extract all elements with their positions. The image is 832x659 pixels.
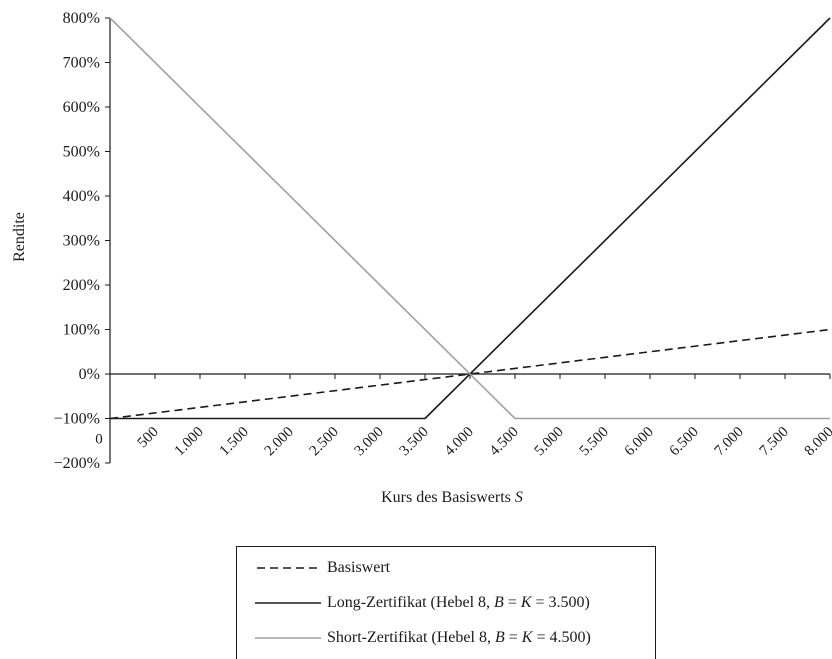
y-tick-label: −100% (54, 411, 100, 428)
series-layer (109, 17, 831, 420)
y-tick-label: 600% (63, 99, 100, 116)
series-line-short-zertifikat (109, 17, 830, 420)
x-axis-title-var: S (515, 489, 523, 506)
legend: Basiswert Long-Zertifikat (Hebel 8, B = … (236, 546, 656, 659)
chart: 800% 700% 600% 500% 400% 300% 200% 100% 0% −100% −… (11, 10, 832, 506)
legend-swatch-basiswert (257, 567, 319, 569)
y-tick-label: 800% (63, 10, 100, 27)
y-tick-label: 300% (63, 233, 100, 250)
legend-swatch-long (255, 602, 321, 604)
x-tick-label: 4.500 (487, 424, 522, 459)
y-axis-title: Rendite (11, 212, 28, 262)
legend-label-basiswert: Basiswert (327, 559, 391, 576)
legend-item-short: Short-Zertifikat (Hebel 8, B = K = 4.500… (255, 627, 591, 649)
legend-swatch-short (255, 637, 321, 639)
x-tick-label: 7.500 (757, 424, 792, 459)
y-tick-label: 700% (63, 55, 100, 72)
y-tick-label: 0% (79, 366, 100, 383)
x-tick-label: 8.000 (802, 424, 832, 459)
x-axis: 0 500 1.000 1.500 2.000 2.500 3.000 3.500 4.000 4… (95, 373, 832, 459)
x-tick-label: 2.500 (307, 424, 342, 459)
legend-label-long: Long-Zertifikat (Hebel 8, B = K = 3.500) (327, 594, 590, 611)
x-axis-title: Kurs des Basiswerts S (381, 489, 523, 506)
y-tick-label: −200% (54, 455, 100, 472)
series-line-long-zertifikat (110, 17, 831, 420)
y-tick-label: 100% (63, 322, 100, 339)
x-tick-label: 5.500 (577, 424, 612, 459)
x-tick-label: 500 (135, 424, 162, 451)
legend-item-long: Long-Zertifikat (Hebel 8, B = K = 3.500) (255, 592, 590, 614)
x-tick-label: 4.000 (442, 424, 477, 459)
x-tick-label: 7.000 (712, 424, 747, 459)
legend-label-short: Short-Zertifikat (Hebel 8, B = K = 4.500… (327, 629, 591, 646)
y-tick-label: 400% (63, 188, 100, 205)
x-tick-label: 2.000 (262, 424, 297, 459)
x-tick-label: 5.000 (532, 424, 567, 459)
x-tick-label: 0 (95, 432, 103, 448)
x-tick-label: 3.000 (352, 424, 387, 459)
x-tick-label: 3.500 (397, 424, 432, 459)
x-tick-label: 6.000 (622, 424, 657, 459)
x-tick-label: 1.000 (172, 424, 207, 459)
x-tick-label: 1.500 (217, 424, 252, 459)
y-tick-label: 200% (63, 277, 100, 294)
x-tick-label: 6.500 (667, 424, 702, 459)
series-line-basiswert (109, 328, 831, 420)
y-axis: 800% 700% 600% 500% 400% 300% 200% 100% 0% −100% −… (54, 10, 111, 472)
y-tick-label: 500% (63, 144, 100, 161)
legend-item-basiswert: Basiswert (255, 557, 390, 579)
x-axis-title-text: Kurs des Basiswerts (381, 489, 511, 506)
